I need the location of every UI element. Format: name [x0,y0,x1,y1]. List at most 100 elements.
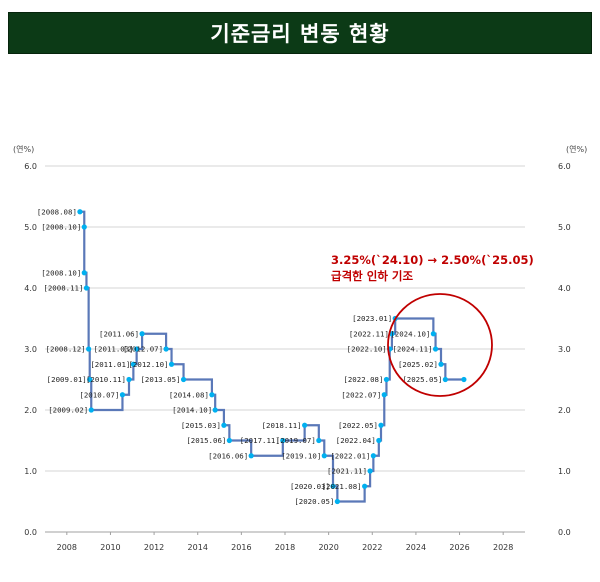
data-point [430,331,436,337]
data-label: [2019.07] [276,436,316,445]
data-label: [2021.11] [327,467,367,476]
data-label: [2022.10] [347,345,387,354]
x-tick-label: 2008 [57,543,77,552]
annotation-line-1: 3.25%(`24.10) → 2.50%(`25.05) [331,253,534,267]
data-point [126,376,132,383]
data-label: [2020.03] [290,482,330,491]
data-label: [2025.02] [398,360,438,369]
y-unit-left: (연%) [13,145,34,154]
data-point [442,376,448,383]
title-banner: 기준금리 변동 현황 [8,12,592,54]
y-tick-left: 0.0 [24,528,37,537]
y-tick-right: 1.0 [558,467,571,476]
data-point [163,346,169,352]
y-tick-left: 1.0 [24,467,37,476]
x-tick-label: 2026 [449,543,469,552]
data-point [383,376,390,383]
data-label: [2022.07] [341,390,381,399]
data-point [302,422,308,428]
data-point [330,483,336,489]
x-tick-label: 2024 [406,543,426,552]
y-tick-left: 5.0 [24,223,37,232]
data-label: [2022.01] [330,451,370,460]
y-tick-right: 2.0 [558,406,571,415]
data-point [130,361,136,367]
data-label: [2017.11] [240,436,280,445]
data-label: [2018.11] [262,421,302,430]
data-point [316,437,322,444]
data-point [88,407,94,413]
data-label: [2022.11] [349,329,389,338]
y-tick-left: 3.0 [24,345,37,354]
data-point [376,437,382,444]
x-tick-label: 2020 [318,543,338,552]
data-point [381,392,387,398]
data-label: [2025.05] [402,375,442,384]
data-label: [2009.02] [48,406,88,415]
data-point [83,285,90,291]
data-label: [2020.05] [294,497,334,506]
data-point [432,346,439,352]
data-point [248,453,254,459]
data-label: [2022.08] [343,375,383,384]
y-tick-right: 5.0 [558,223,571,232]
data-point [87,376,93,383]
data-label: [2008.08] [37,207,77,216]
y-tick-left: 6.0 [24,162,37,171]
y-tick-left: 4.0 [24,284,37,293]
data-point [86,346,92,352]
x-tick-label: 2010 [100,543,120,552]
x-tick-label: 2012 [144,543,164,552]
data-label: [2022.04] [336,436,376,445]
y-tick-right: 4.0 [558,284,571,293]
data-point [334,498,340,505]
data-label: [2023.01] [352,314,392,323]
data-label: [2010.11] [86,375,126,384]
data-point [280,437,286,444]
data-point [180,376,187,383]
data-label: [2022.05] [338,421,378,430]
data-label: [2011.06] [99,329,139,338]
data-label: [2010.07] [79,390,119,399]
x-tick-label: 2028 [493,543,513,552]
highlight-circle [387,293,493,397]
data-point [389,331,395,337]
page-title: 기준금리 변동 현황 [210,22,390,46]
data-label: [2021.08] [322,482,362,491]
data-point [119,392,126,398]
annotation: 3.25%(`24.10) → 2.50%(`25.05) 급격한 인하 기조 [331,253,534,397]
data-label: [2024.10] [390,329,430,338]
data-label: [2015.03] [181,421,221,430]
data-point [362,483,368,489]
data-label: [2019.10] [281,451,321,460]
data-point [221,422,227,428]
data-point [461,376,467,383]
data-point [81,270,87,276]
data-label: [2008.10] [41,268,81,277]
y-tick-left: 2.0 [24,406,37,415]
data-label: [2008.10] [41,223,81,232]
data-point [370,453,376,459]
annotation-line-2: 급격한 인하 기조 [331,269,413,283]
data-point [168,361,175,367]
data-label: [2015.06] [186,436,226,445]
data-point [139,331,145,337]
data-label: [2008.12] [46,345,86,354]
data-labels: [2008.08] [2008.10] [2008.10] [2008.11] [200… [37,207,443,506]
data-point [209,392,215,398]
x-tick-label: 2022 [362,543,382,552]
data-point [438,361,444,367]
data-point [321,453,327,459]
data-label: [2016.06] [208,451,248,460]
data-point [226,437,232,444]
y-unit-right: (연%) [566,145,587,154]
data-point [81,224,87,230]
data-label: [2024.11] [392,345,432,354]
data-label: [2009.01] [47,375,87,384]
data-label: [2012.07] [123,345,163,354]
axes: 0.0 0.0 1.0 1.0 2.0 2.0 3.0 3.0 4.0 4.0 5.0 5.0 6.0 6… [13,145,587,552]
data-label: [2011.01] [90,360,130,369]
data-point [77,209,83,215]
x-tick-label: 2016 [231,543,251,552]
